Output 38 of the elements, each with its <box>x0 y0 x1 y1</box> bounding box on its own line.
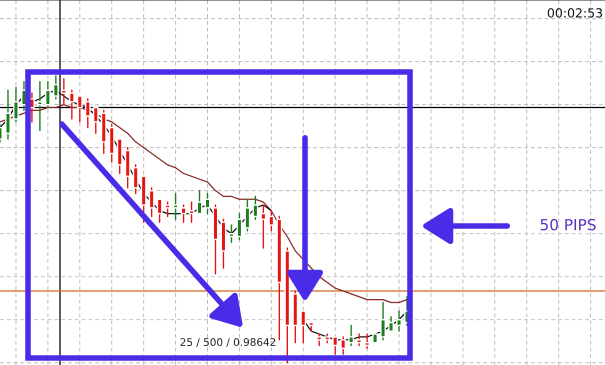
candlestick <box>92 106 99 134</box>
candlestick <box>180 204 186 223</box>
candlestick <box>356 333 362 346</box>
candlestick <box>68 90 75 120</box>
candlestick <box>188 201 194 223</box>
candlestick <box>132 164 139 194</box>
candlestick <box>148 187 155 218</box>
candlestick <box>348 324 354 346</box>
candlestick <box>252 196 258 220</box>
candlestick <box>5 90 11 140</box>
candlestick <box>44 81 51 108</box>
candlestick <box>52 75 59 100</box>
candlestick <box>236 212 242 240</box>
text: 00:02:53 <box>548 8 602 18</box>
candlestick <box>332 336 338 355</box>
candlestick <box>260 204 266 249</box>
candlestick <box>172 192 178 220</box>
candlestick <box>204 192 210 214</box>
candlestick <box>13 86 19 123</box>
candlestick <box>300 310 306 344</box>
candlestick <box>196 190 202 214</box>
text: 50 PIPS <box>540 218 596 230</box>
candlestick <box>316 333 322 346</box>
annotation: 25 / 500 / 0.98642 <box>180 338 276 347</box>
candlestick <box>37 81 43 132</box>
candlestick <box>76 95 83 123</box>
candlestick <box>228 224 234 243</box>
candlestick <box>156 198 163 223</box>
candlestick <box>380 302 386 340</box>
candlestick <box>164 201 170 218</box>
candlestick <box>340 336 346 355</box>
candlestick <box>364 333 370 350</box>
candlestick <box>60 78 67 106</box>
candlestick <box>268 210 274 232</box>
candlestick <box>388 316 394 332</box>
candlestick <box>396 310 402 332</box>
candlestick <box>244 198 250 232</box>
candlestick <box>84 98 91 128</box>
